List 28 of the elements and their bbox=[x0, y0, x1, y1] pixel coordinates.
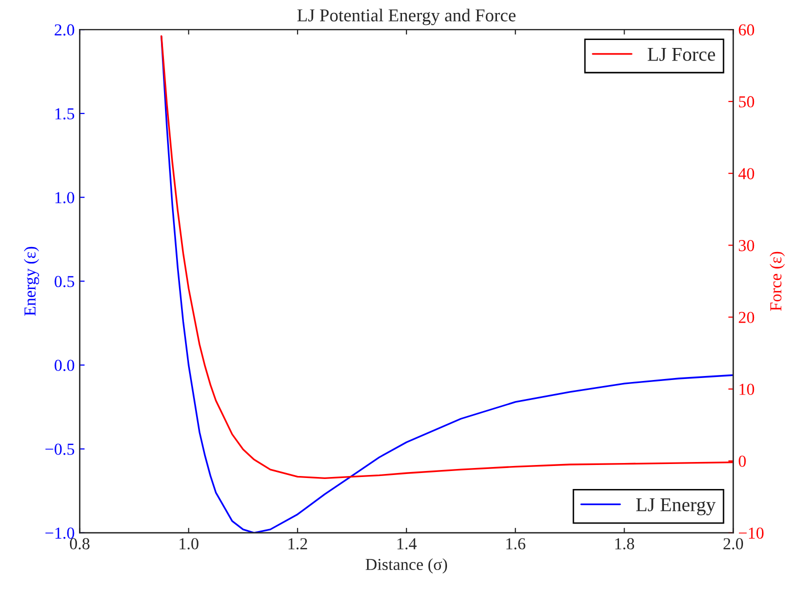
x-tick-label: 1.4 bbox=[398, 538, 417, 550]
y2-axis-title: Force (ε) bbox=[770, 252, 785, 311]
x-tick-label: 2.0 bbox=[724, 538, 744, 550]
y-axis-title: Energy (ε) bbox=[24, 246, 40, 316]
x-tick-label: 0.8 bbox=[70, 538, 90, 550]
y2-tick-label: 50 bbox=[739, 96, 754, 108]
x-tick-label: 1.2 bbox=[288, 538, 308, 550]
x-tick-label: 1.6 bbox=[506, 538, 526, 550]
y2-tick-label: −10 bbox=[738, 528, 764, 539]
y2-tick-label: 60 bbox=[738, 24, 754, 36]
y2-tick-label: 30 bbox=[738, 240, 754, 252]
y-tick-label: 1.5 bbox=[55, 108, 74, 120]
y2-tick-label: 0 bbox=[738, 456, 746, 467]
y-tick-label: −0.5 bbox=[45, 444, 74, 455]
y-tick-label: 0.0 bbox=[54, 360, 74, 372]
legend-label: LJ Energy bbox=[636, 498, 716, 516]
y-tick-label: 2.0 bbox=[54, 24, 74, 36]
y2-tick-label: 20 bbox=[738, 312, 754, 324]
x-tick-label: 1.8 bbox=[615, 538, 634, 550]
y2-tick-label: 40 bbox=[738, 168, 754, 180]
y-tick-label: 1.0 bbox=[55, 192, 74, 204]
y2-tick-label: 10 bbox=[740, 384, 754, 395]
y-tick-label: −1.0 bbox=[45, 528, 74, 539]
x-axis-title: Distance (σ) bbox=[366, 558, 448, 574]
legend-label: LJ Force bbox=[648, 48, 716, 61]
x-tick-label: 1.0 bbox=[180, 538, 198, 550]
chart-title: LJ Potential Energy and Force bbox=[297, 8, 516, 26]
y-tick-label: 0.5 bbox=[54, 276, 74, 288]
